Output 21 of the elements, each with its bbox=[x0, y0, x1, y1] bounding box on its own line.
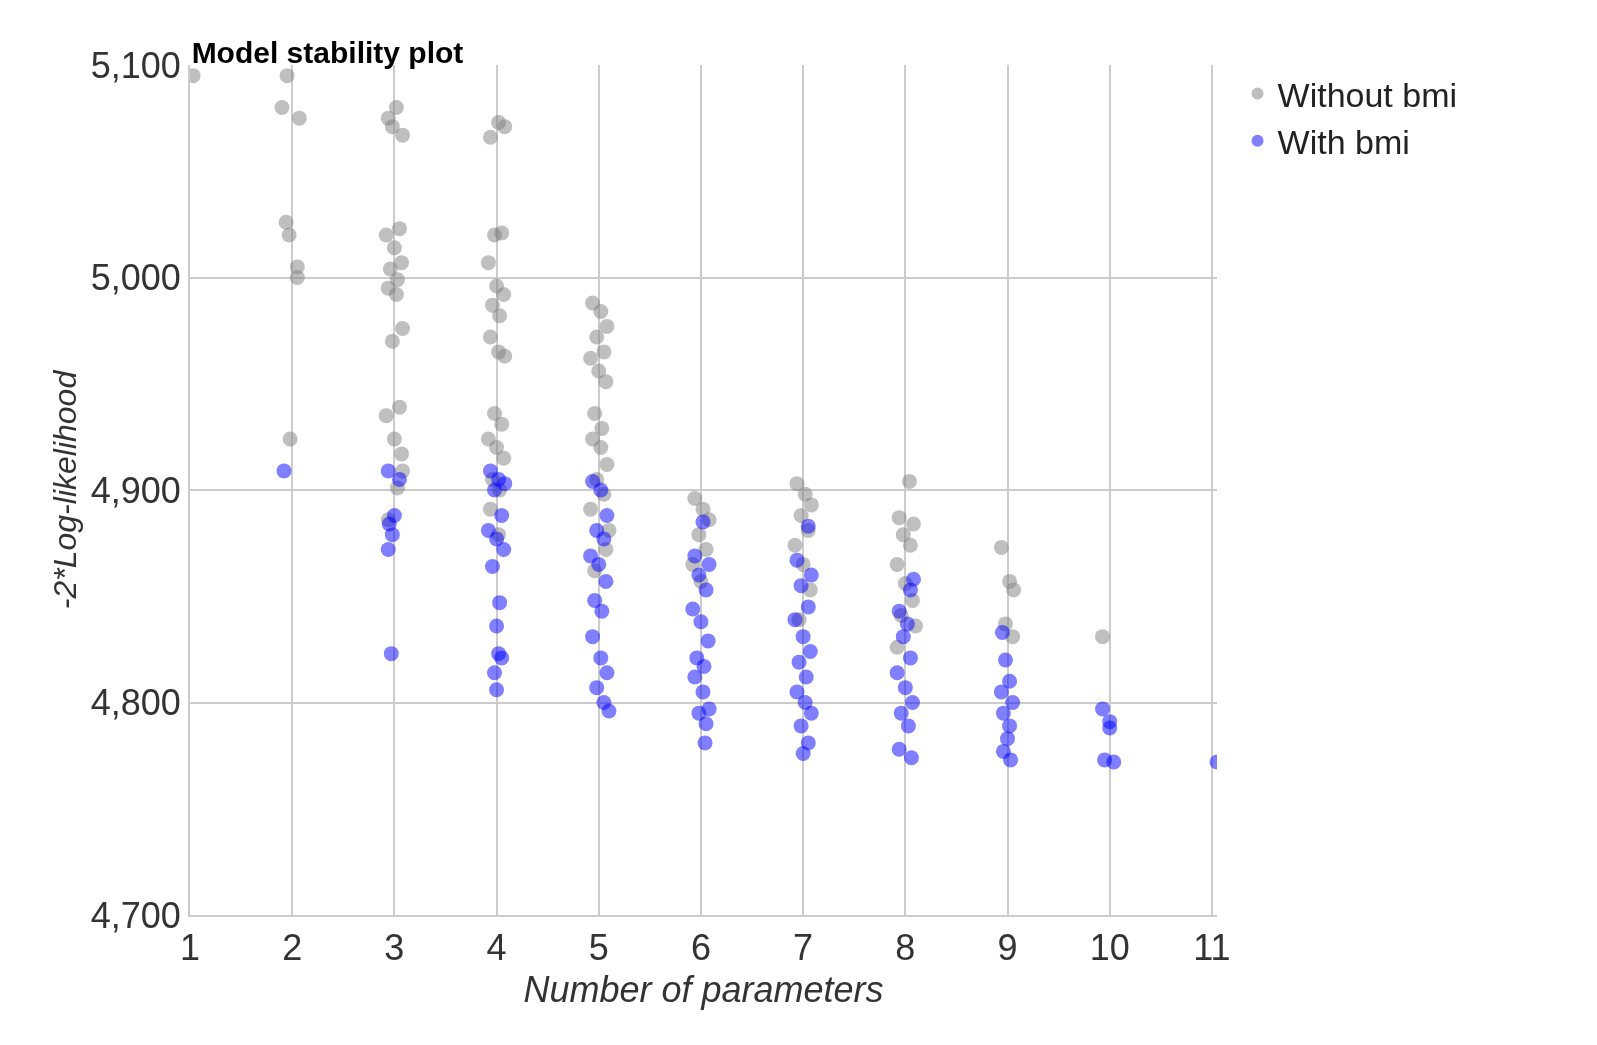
legend-label: With bmi bbox=[1277, 123, 1410, 162]
x-tick-label: 7 bbox=[793, 927, 814, 969]
x-tick-label: 1 bbox=[179, 927, 201, 969]
y-tick-label: 4,800 bbox=[90, 682, 181, 724]
y-tick-label: 4,700 bbox=[90, 894, 181, 936]
x-axis-title: Number of parameters bbox=[523, 969, 884, 1011]
y-axis-title: -2*Log-likelihood bbox=[46, 369, 83, 610]
x-tick-label: 10 bbox=[1089, 927, 1130, 969]
x-tick-label: 9 bbox=[997, 927, 1018, 969]
x-tick-label: 11 bbox=[1193, 927, 1231, 969]
x-tick-label: 8 bbox=[895, 927, 916, 969]
x-tick-label: 6 bbox=[690, 927, 711, 969]
chart-title: Model stability plot bbox=[191, 35, 464, 69]
x-tick-label: 5 bbox=[588, 927, 609, 969]
y-tick-label: 5,100 bbox=[90, 44, 181, 86]
y-tick-label: 5,000 bbox=[90, 257, 181, 299]
x-tick-label: 4 bbox=[486, 927, 507, 969]
legend-label: Without bmi bbox=[1277, 75, 1458, 114]
x-tick-label: 2 bbox=[282, 927, 303, 969]
x-tick-label: 3 bbox=[384, 927, 405, 969]
y-tick-label: 4,900 bbox=[90, 469, 181, 511]
